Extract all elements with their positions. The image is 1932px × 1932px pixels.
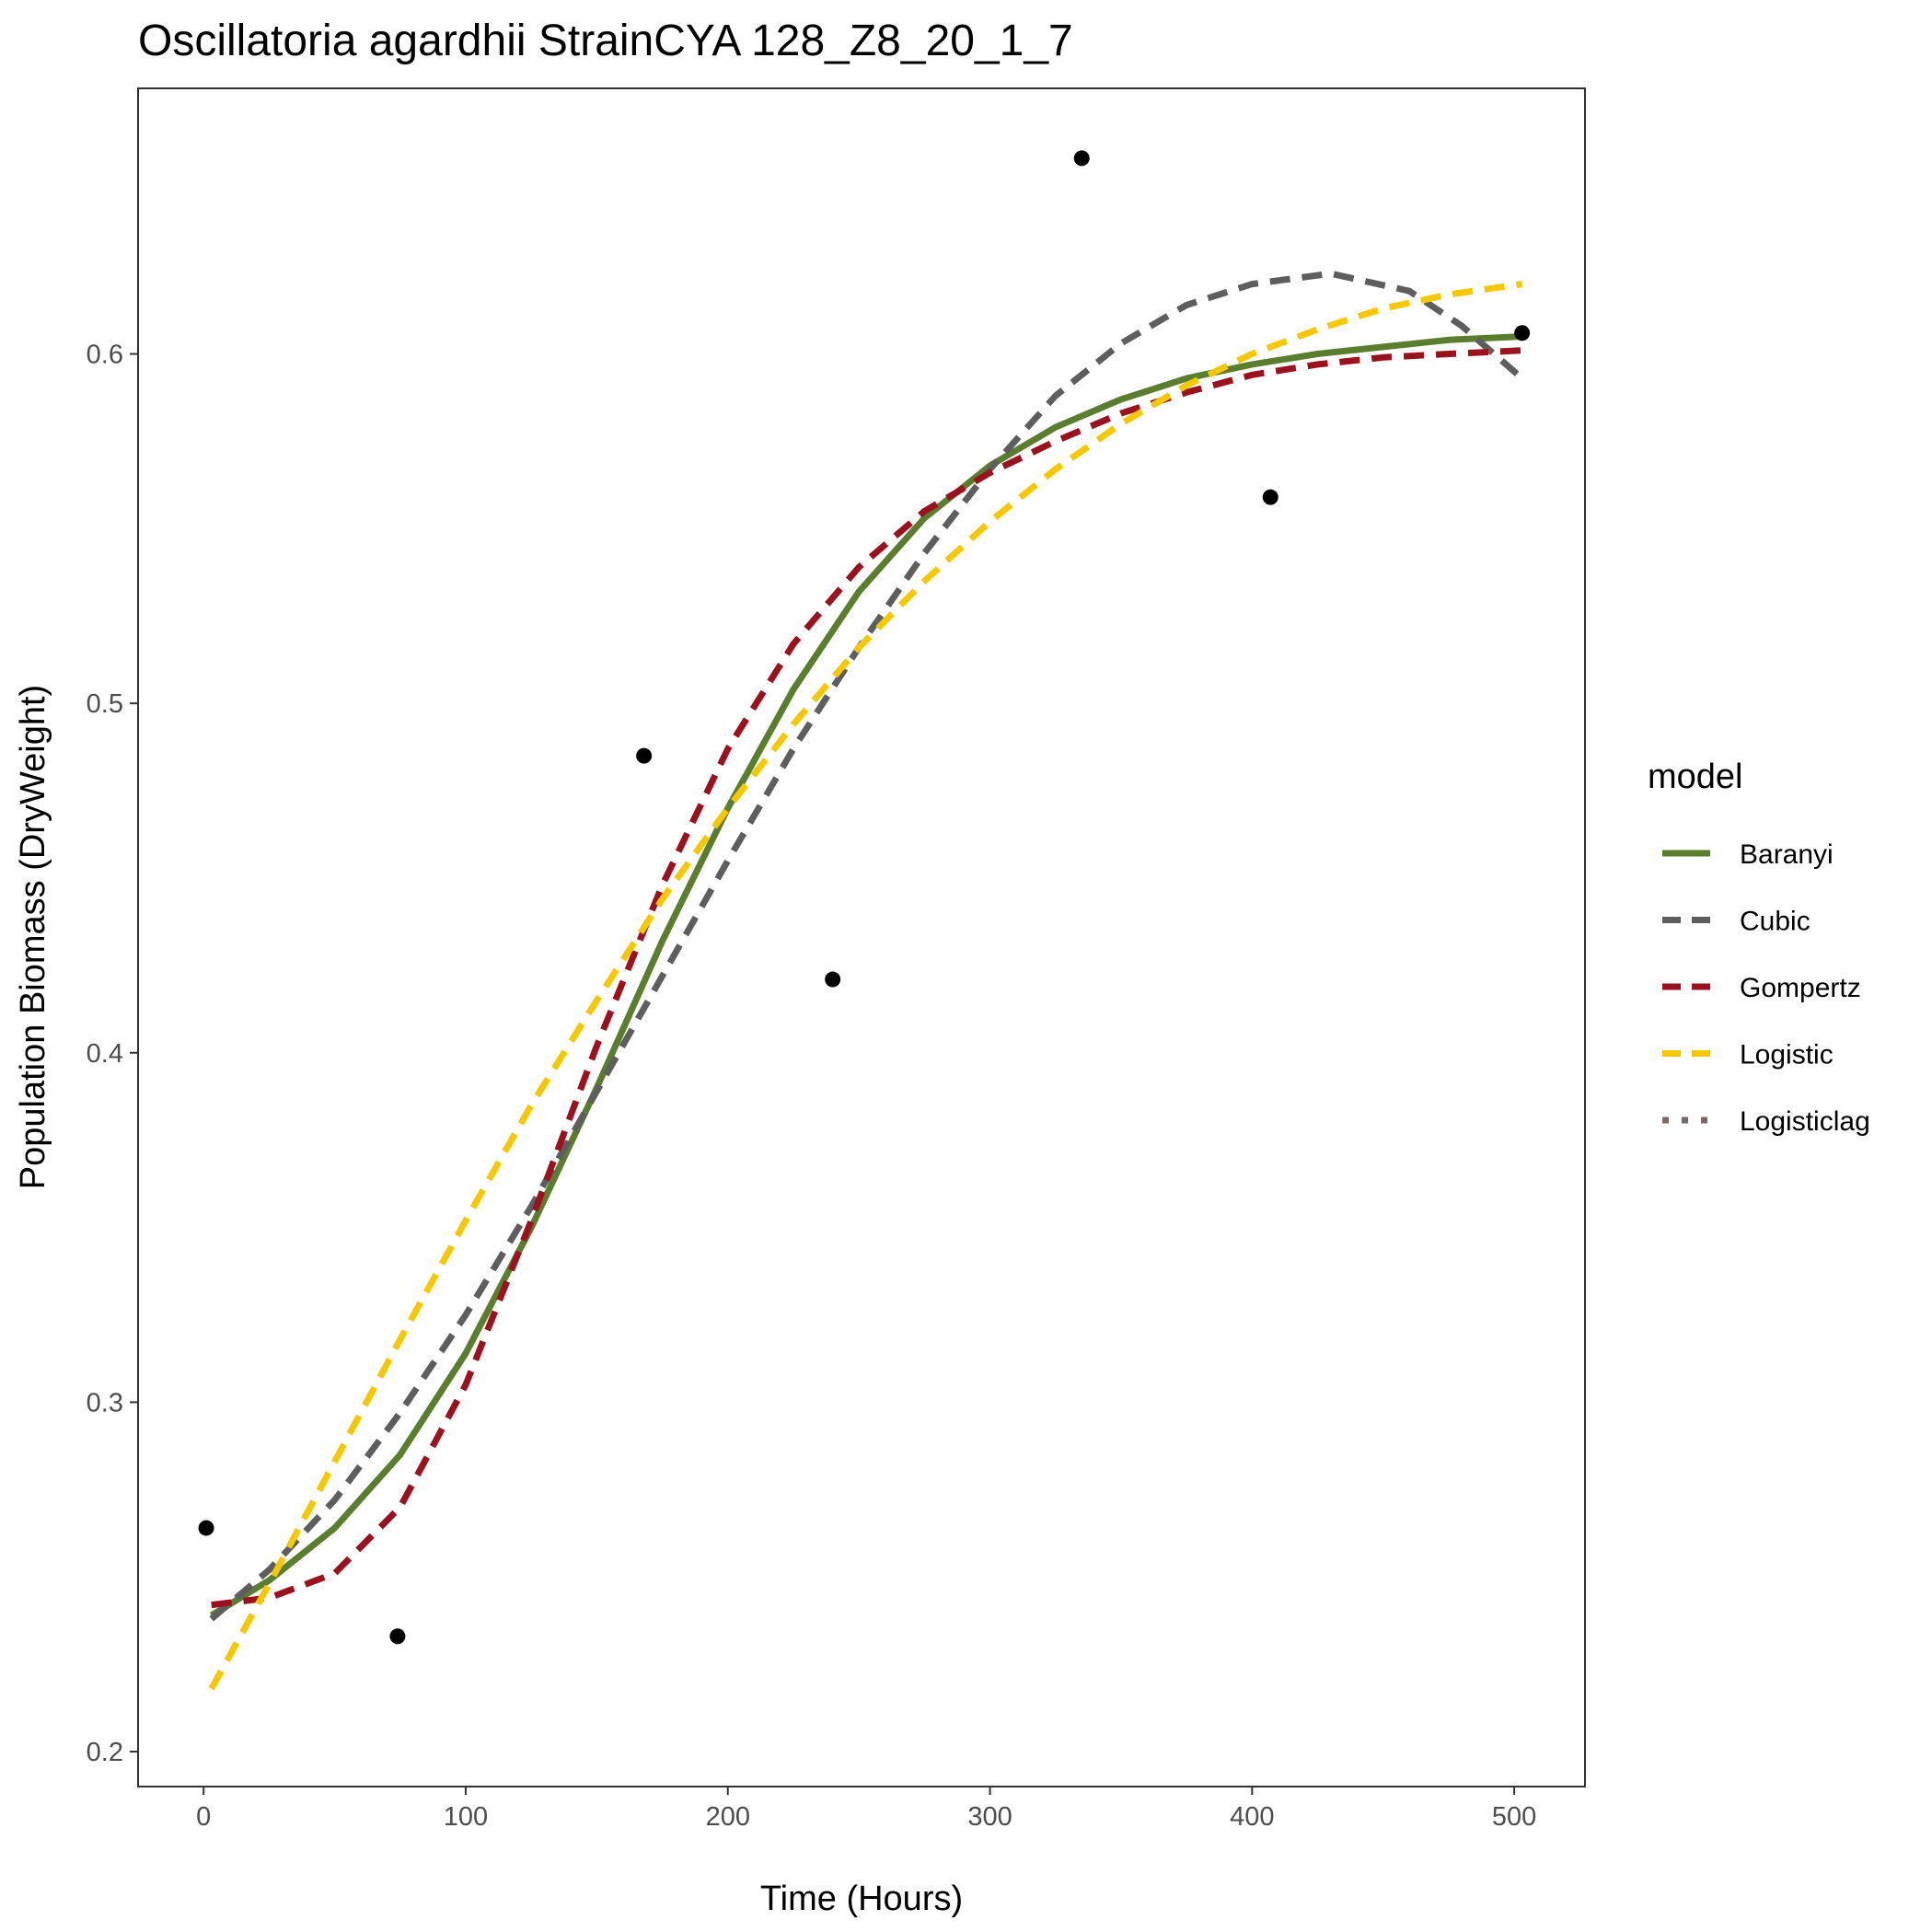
- series-lines: [208, 270, 1524, 1691]
- x-axis-title: Time (Hours): [760, 1880, 963, 1918]
- series-line-logistic: [208, 281, 1523, 1691]
- x-tick-label: 300: [967, 1802, 1012, 1832]
- x-tick-label: 400: [1230, 1802, 1274, 1832]
- y-axis-title: Population Biomass (DryWeight): [14, 685, 52, 1189]
- legend-label-logisticlag: Logisticlag: [1740, 1106, 1870, 1137]
- y-tick-label: 0.4: [87, 1039, 123, 1069]
- data-point: [198, 1520, 214, 1536]
- y-tick-label: 0.3: [87, 1388, 123, 1417]
- plot-panel: [138, 88, 1585, 1787]
- data-point: [1262, 489, 1278, 505]
- x-tick-label: 200: [706, 1802, 750, 1832]
- legend-title: model: [1648, 758, 1743, 796]
- data-point: [636, 747, 653, 764]
- x-tick-label: 500: [1492, 1802, 1536, 1832]
- legend-label-baranyi: Baranyi: [1740, 839, 1834, 870]
- y-tick-label: 0.2: [87, 1738, 123, 1767]
- data-point: [1073, 150, 1090, 167]
- x-tick-label: 0: [196, 1802, 211, 1832]
- x-tick-label: 100: [444, 1802, 488, 1832]
- chart-title: Oscillatoria agardhii StrainCYA 128_Z8_2…: [138, 17, 1073, 65]
- axis-ticks: 0 100 200 300 400 500 0.2 0.3 0.4 0.5 0.6: [87, 341, 1537, 1832]
- series-line-gompertz: [211, 347, 1522, 1609]
- y-tick-label: 0.5: [87, 689, 123, 719]
- y-tick-label: 0.6: [87, 341, 123, 370]
- legend-label-cubic: Cubic: [1740, 907, 1811, 937]
- data-points: [198, 150, 1531, 1645]
- legend: model Baranyi Cubic Gompertz Logistic Logist…: [1648, 758, 1870, 1137]
- legend-label-gompertz: Gompertz: [1740, 973, 1861, 1003]
- data-point: [1514, 325, 1531, 341]
- legend-label-logistic: Logistic: [1740, 1040, 1834, 1070]
- data-point: [389, 1628, 406, 1645]
- plot-border: [137, 87, 1586, 1787]
- series-line-baranyi: [209, 333, 1522, 1618]
- data-point: [825, 971, 841, 988]
